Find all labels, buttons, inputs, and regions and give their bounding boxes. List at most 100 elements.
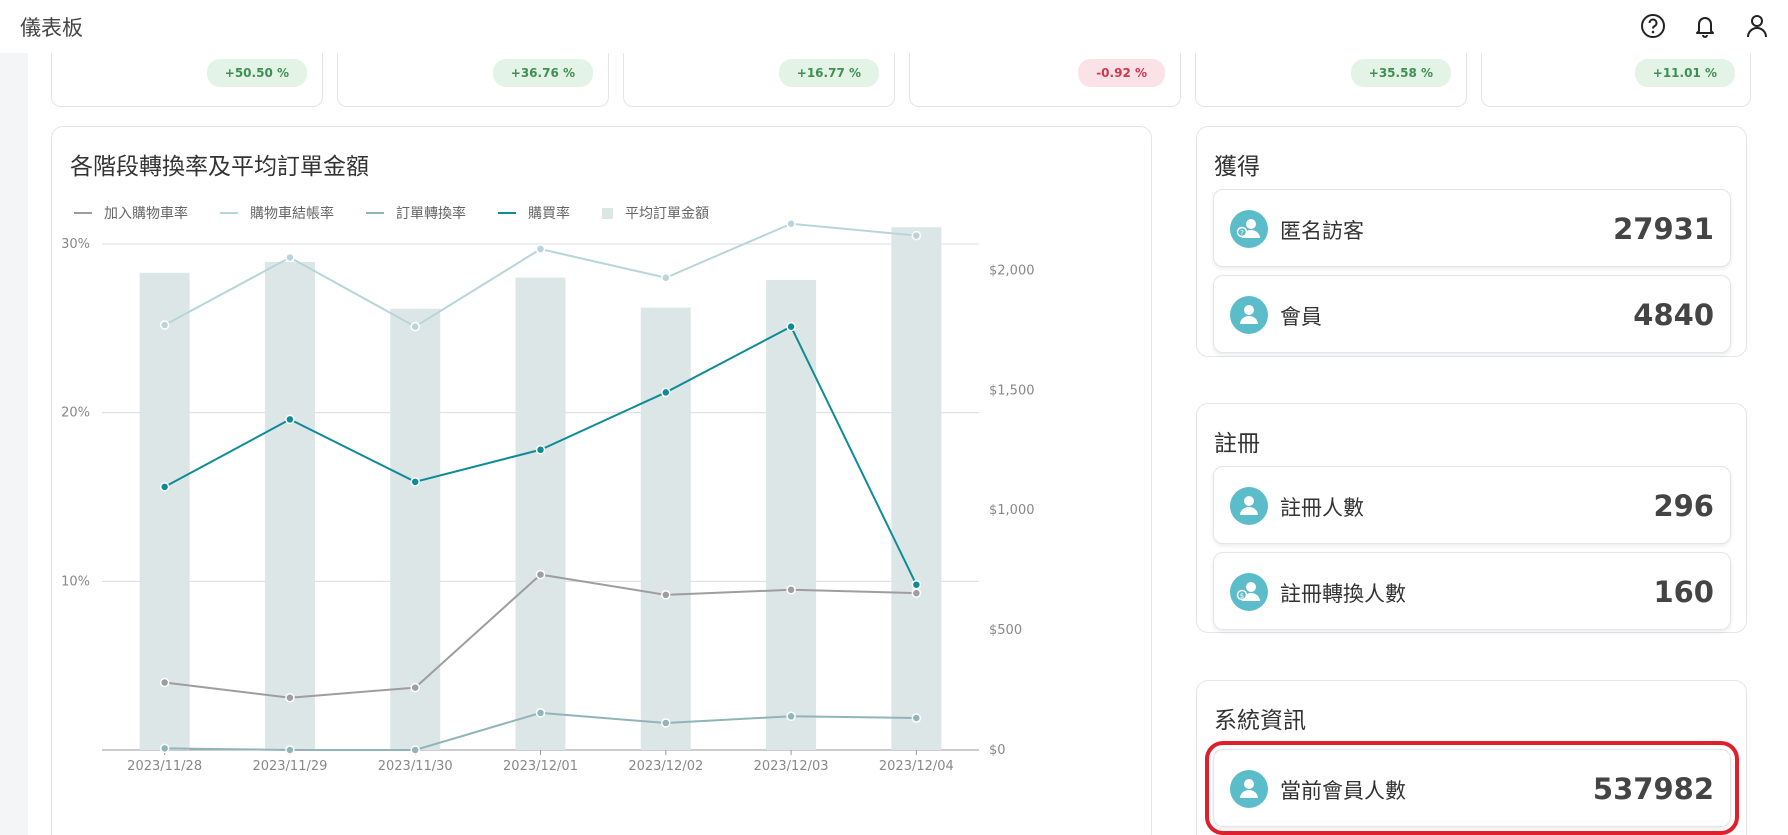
user-icon xyxy=(1230,487,1268,525)
system-info-card: 系統資訊 當前會員人數 537982 xyxy=(1196,680,1747,835)
series-point xyxy=(911,588,922,598)
legend-swatch xyxy=(602,207,613,219)
stat-label: 註冊人數 xyxy=(1280,496,1364,520)
kpi-change-badge: +50.50 % xyxy=(206,59,307,87)
legend-label: 購物車結帳率 xyxy=(250,206,334,222)
svg-text:$: $ xyxy=(1240,592,1244,600)
anonymous-user-icon: ? xyxy=(1230,210,1268,248)
stat-label: 註冊轉換人數 xyxy=(1280,582,1406,606)
conversion-chart-card: 各階段轉換率及平均訂單金額 加入購物車率 購物車結帳率 訂單轉換率 購買率 平均… xyxy=(51,126,1152,835)
legend-label: 平均訂單金額 xyxy=(625,206,709,222)
series-point xyxy=(285,745,295,755)
legend-swatch xyxy=(366,212,384,214)
series-point xyxy=(159,482,170,492)
legend-item[interactable]: 購買率 xyxy=(498,203,570,223)
x-tick-label: 2023/12/02 xyxy=(628,759,703,774)
stat-value: 160 xyxy=(1653,575,1714,609)
x-tick-label: 2023/11/28 xyxy=(127,759,202,774)
kpi-card: +50.50 % xyxy=(51,53,323,107)
stat-value: 4840 xyxy=(1633,298,1714,332)
series-point xyxy=(159,677,170,688)
x-tick-label: 2023/11/29 xyxy=(252,759,327,774)
registration-conversion-stat: $ 註冊轉換人數 160 xyxy=(1213,552,1731,630)
chart-title: 各階段轉換率及平均訂單金額 xyxy=(70,154,369,180)
help-icon[interactable] xyxy=(1638,11,1668,41)
user-icon xyxy=(1230,770,1268,808)
series-point xyxy=(285,414,295,425)
series-point xyxy=(661,387,671,398)
series-point xyxy=(285,252,295,263)
kpi-change-badge: +35.58 % xyxy=(1350,59,1451,87)
series-point xyxy=(661,718,671,728)
series-point xyxy=(535,244,546,254)
series-point xyxy=(911,713,922,723)
legend-label: 購買率 xyxy=(528,206,570,222)
series-point xyxy=(786,219,796,229)
series-point xyxy=(285,692,295,703)
legend-swatch xyxy=(498,212,516,214)
y-right-tick-label: $1,500 xyxy=(989,383,1035,398)
dashboard-content: +50.50 % +36.76 % +16.77 % -0.92 % +35.5… xyxy=(28,53,1788,835)
bar-avg-order-amount xyxy=(264,261,315,750)
paid-user-icon: $ xyxy=(1230,573,1268,611)
bar-avg-order-amount xyxy=(390,308,441,750)
legend-swatch xyxy=(74,212,92,214)
legend-item[interactable]: 訂單轉換率 xyxy=(366,203,466,223)
series-point xyxy=(535,708,546,718)
legend-label: 加入購物車率 xyxy=(104,206,188,222)
x-tick-label: 2023/12/03 xyxy=(754,759,829,774)
series-point xyxy=(410,321,420,332)
kpi-card: +11.01 % xyxy=(1481,53,1751,107)
system-info-title: 系統資訊 xyxy=(1214,708,1306,734)
anonymous-visitors-stat: ? 匿名訪客 27931 xyxy=(1213,189,1731,267)
legend-item[interactable]: 平均訂單金額 xyxy=(602,203,709,223)
user-icon[interactable] xyxy=(1742,11,1772,41)
x-tick-label: 2023/12/01 xyxy=(503,759,578,774)
series-point xyxy=(786,711,796,722)
registered-count-stat: 註冊人數 296 xyxy=(1213,466,1731,544)
stat-value: 27931 xyxy=(1613,212,1714,246)
series-point xyxy=(410,682,420,693)
chart-legend: 加入購物車率 購物車結帳率 訂單轉換率 購買率 平均訂單金額 xyxy=(74,203,709,223)
kpi-card: +16.77 % xyxy=(623,53,895,107)
y-left-tick-label: 10% xyxy=(61,574,90,589)
y-right-tick-label: $1,000 xyxy=(989,503,1035,518)
bar-avg-order-amount xyxy=(891,227,942,751)
y-right-tick-label: $2,000 xyxy=(989,263,1035,278)
kpi-card: +35.58 % xyxy=(1195,53,1467,107)
kpi-card: -0.92 % xyxy=(909,53,1181,107)
y-right-tick-label: $0 xyxy=(989,743,1006,758)
bell-icon[interactable] xyxy=(1690,11,1720,41)
series-point xyxy=(535,445,546,455)
legend-label: 訂單轉換率 xyxy=(396,206,466,222)
kpi-change-badge: -0.92 % xyxy=(1078,59,1165,87)
series-point xyxy=(661,590,671,600)
bar-avg-order-amount xyxy=(640,307,691,750)
registration-title: 註冊 xyxy=(1214,431,1260,457)
acquisition-card: 獲得 ? 匿名訪客 27931 會員 4840 xyxy=(1196,126,1747,357)
y-right-tick-label: $500 xyxy=(989,623,1022,638)
page-title: 儀表板 xyxy=(20,16,83,40)
stat-label: 當前會員人數 xyxy=(1280,779,1406,803)
kpi-change-badge: +36.76 % xyxy=(492,59,593,87)
svg-text:?: ? xyxy=(1240,229,1244,237)
series-point xyxy=(911,230,922,241)
bar-avg-order-amount xyxy=(515,277,566,750)
series-point xyxy=(410,477,420,487)
current-members-stat: 當前會員人數 537982 xyxy=(1205,741,1739,835)
legend-swatch xyxy=(220,212,238,214)
top-bar: 儀表板 xyxy=(0,0,1788,53)
series-point xyxy=(410,745,420,755)
y-left-tick-label: 30% xyxy=(61,237,90,252)
kpi-card: +36.76 % xyxy=(337,53,609,107)
series-point xyxy=(661,272,671,283)
legend-item[interactable]: 購物車結帳率 xyxy=(220,203,334,223)
series-point xyxy=(786,585,796,595)
legend-item[interactable]: 加入購物車率 xyxy=(74,203,188,223)
kpi-change-badge: +16.77 % xyxy=(778,59,879,87)
stat-label: 會員 xyxy=(1280,305,1322,329)
header-actions xyxy=(1638,11,1772,41)
user-icon xyxy=(1230,296,1268,334)
series-point xyxy=(786,321,796,332)
stat-value: 296 xyxy=(1653,489,1714,523)
